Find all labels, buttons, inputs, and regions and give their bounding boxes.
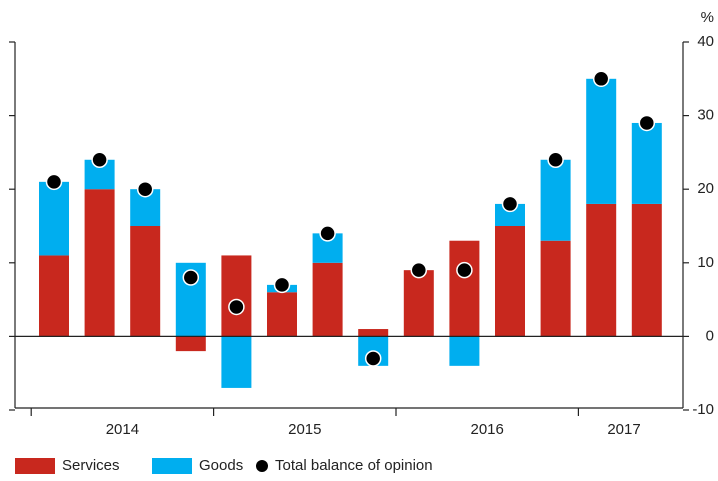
- bar: [312, 262, 343, 337]
- dot: [410, 261, 428, 279]
- y-tick-label: 0: [706, 327, 714, 344]
- bar: [495, 226, 525, 337]
- dot: [364, 350, 382, 367]
- bar: [403, 270, 434, 337]
- y-tick-label: 10: [697, 254, 714, 271]
- y-tick-label: 20: [697, 180, 714, 197]
- dot: [91, 151, 108, 169]
- y-unit: %: [701, 9, 714, 26]
- bar: [175, 336, 206, 352]
- bar: [540, 159, 571, 241]
- dot: [319, 225, 336, 242]
- x-group-label: 2017: [607, 421, 640, 438]
- dot: [456, 261, 473, 279]
- bar: [221, 336, 252, 388]
- dot: [45, 173, 63, 191]
- legend-swatch: [152, 458, 192, 474]
- bar: [586, 78, 617, 204]
- y-tick-label: 40: [697, 33, 714, 50]
- bar: [449, 336, 480, 366]
- bar: [84, 189, 115, 337]
- bar: [267, 292, 297, 337]
- dot: [273, 276, 291, 294]
- x-group-label: 2015: [288, 421, 321, 438]
- dot: [592, 70, 610, 88]
- legend-swatch: [15, 458, 55, 474]
- x-group-label: 2016: [471, 421, 504, 438]
- bar: [631, 122, 662, 204]
- bar: [39, 181, 69, 256]
- dot: [136, 180, 154, 198]
- y-tick-label: 30: [697, 107, 714, 124]
- x-group-label: 2014: [106, 421, 139, 438]
- dot: [501, 195, 519, 213]
- bar: [540, 240, 571, 337]
- bar: [39, 255, 69, 337]
- dot: [228, 298, 245, 316]
- bar: [358, 329, 389, 337]
- bar: [631, 203, 662, 337]
- legend-swatch: [256, 460, 268, 472]
- bar: [221, 255, 252, 337]
- legend-label: Services: [62, 457, 120, 474]
- bar: [586, 203, 617, 337]
- legend-label: Total balance of opinion: [275, 457, 433, 474]
- bar: [495, 203, 525, 226]
- dot: [638, 114, 656, 132]
- dot: [182, 269, 200, 286]
- dot: [547, 151, 564, 169]
- bar: [130, 226, 161, 337]
- y-tick-label: -10: [692, 401, 714, 418]
- bar: [449, 240, 480, 337]
- legend-label: Goods: [199, 457, 243, 474]
